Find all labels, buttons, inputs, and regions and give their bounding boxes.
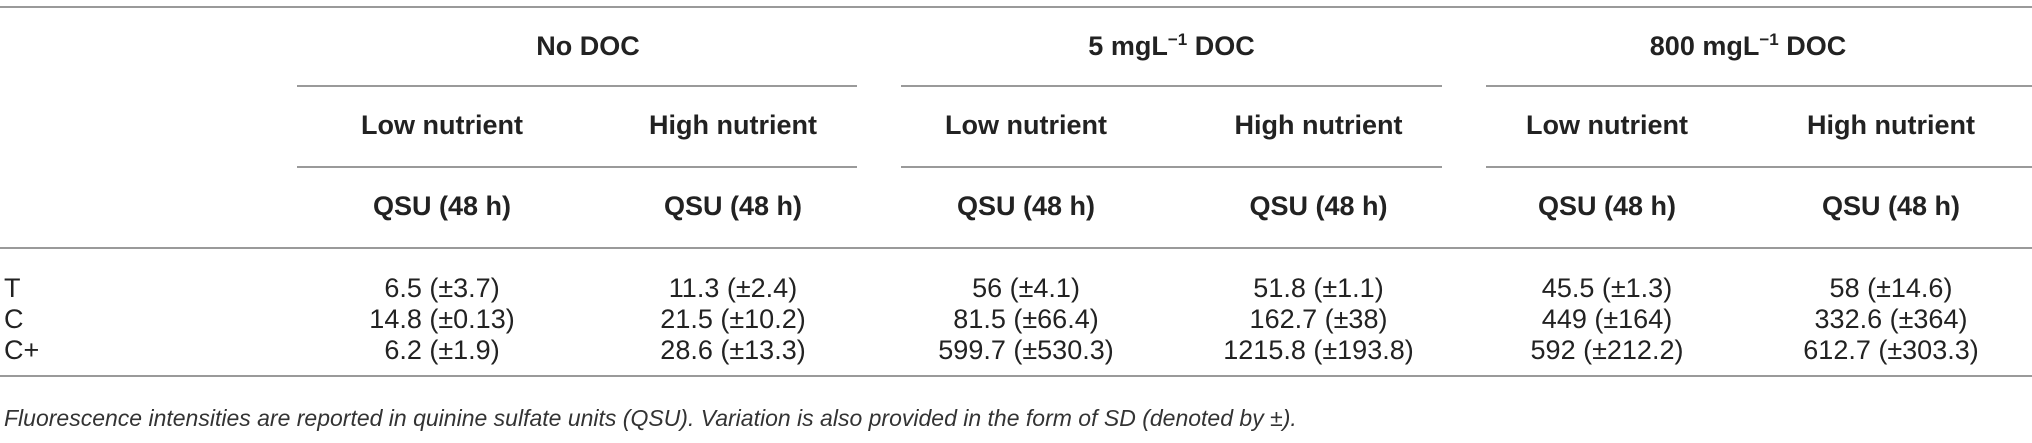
table-row: C 14.8 (±0.13) 21.5 (±10.2) 81.5 (±66.4)… (0, 304, 2032, 335)
table-cell: 28.6 (±13.3) (660, 335, 806, 365)
nutrient-header-row: Low nutrient High nutrient Low nutrient … (0, 85, 2032, 168)
group-header-row: No DOC 5 mgL−1 DOC 800 mgL−1 DOC (0, 6, 2032, 88)
table-cell: 592 (±212.2) (1530, 335, 1684, 365)
subheader-cell: High nutrient (1173, 85, 1464, 168)
table-row: T 6.5 (±3.7) 11.3 (±2.4) 56 (±4.1) 51.8 … (0, 248, 2032, 304)
unit-cell: QSU (48 h) (1750, 166, 2032, 249)
table-cell: 612.7 (±303.3) (1803, 335, 1979, 365)
group-header-800-doc: 800 mgL−1 DOC (1464, 6, 2032, 88)
table-cell: 6.5 (±3.7) (384, 273, 500, 303)
subheader-cell: Low nutrient (1464, 85, 1750, 168)
row-label: C (4, 304, 24, 334)
table-cell: 81.5 (±66.4) (953, 304, 1099, 334)
table-cell: 56 (±4.1) (972, 273, 1080, 303)
table-cell: 6.2 (±1.9) (384, 335, 500, 365)
table-cell: 449 (±164) (1541, 304, 1673, 334)
subheader-cell: Low nutrient (879, 85, 1173, 168)
row-label: C+ (4, 335, 40, 365)
table-cell: 1215.8 (±193.8) (1223, 335, 1414, 365)
table-cell: 21.5 (±10.2) (660, 304, 806, 334)
group-header-no-doc: No DOC (297, 6, 879, 88)
table-cell: 162.7 (±38) (1249, 304, 1388, 334)
table-row: C+ 6.2 (±1.9) 28.6 (±13.3) 599.7 (±530.3… (0, 335, 2032, 376)
table-cell: 11.3 (±2.4) (668, 273, 798, 303)
table-cell: 14.8 (±0.13) (369, 304, 515, 334)
subheader-cell: High nutrient (1750, 85, 2032, 168)
corner-cell (0, 6, 297, 85)
unit-cell: QSU (48 h) (1464, 166, 1750, 249)
subheader-cell: High nutrient (587, 85, 879, 168)
table-cell: 332.6 (±364) (1814, 304, 1968, 334)
table-cell: 45.5 (±1.3) (1541, 273, 1673, 303)
unit-cell: QSU (48 h) (1173, 166, 1464, 249)
table-footnote: Fluorescence intensities are reported in… (4, 405, 1297, 431)
subheader-cell: Low nutrient (297, 85, 587, 168)
corner-cell (0, 166, 297, 249)
corner-cell (0, 85, 297, 166)
unit-cell: QSU (48 h) (879, 166, 1173, 249)
unit-header-row: QSU (48 h) QSU (48 h) QSU (48 h) QSU (48… (0, 166, 2032, 249)
table-cell: 58 (±14.6) (1829, 273, 1953, 303)
row-label: T (4, 273, 21, 303)
results-table: No DOC 5 mgL−1 DOC 800 mgL−1 DOC Low nut… (0, 6, 2032, 377)
unit-cell: QSU (48 h) (587, 166, 879, 249)
table-cell: 599.7 (±530.3) (938, 335, 1114, 365)
unit-cell: QSU (48 h) (297, 166, 587, 249)
group-header-5-doc: 5 mgL−1 DOC (879, 6, 1464, 88)
table-cell: 51.8 (±1.1) (1253, 273, 1384, 303)
